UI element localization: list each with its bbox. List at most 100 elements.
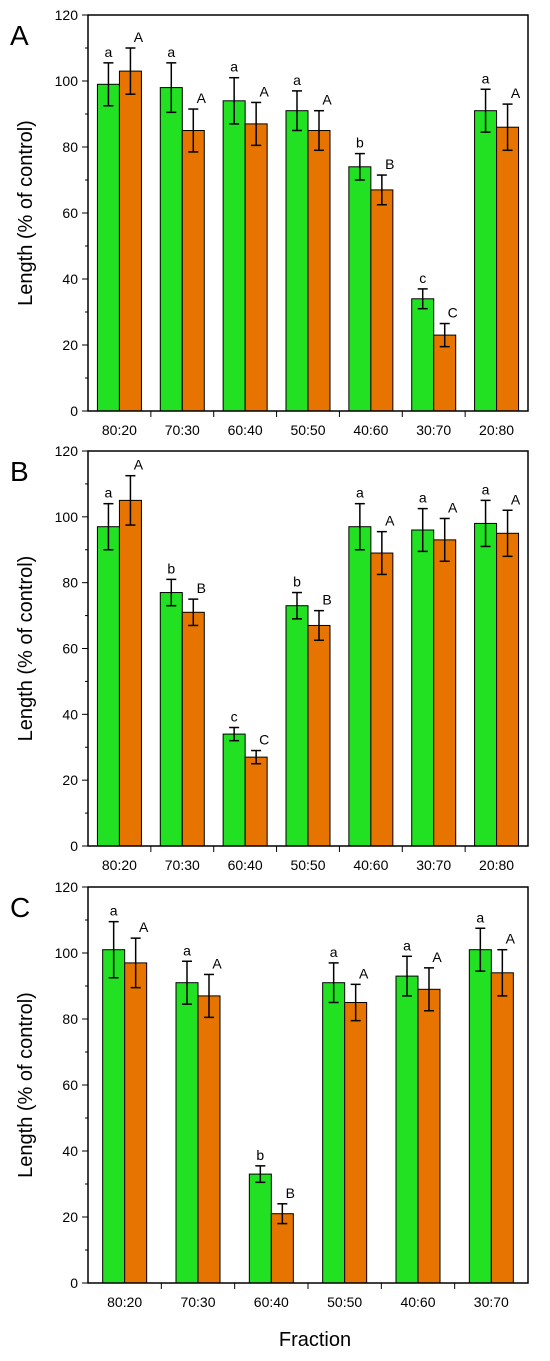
y-tick-label: 60 [62, 641, 78, 657]
bar-green [175, 982, 199, 1284]
significance-label: a [167, 44, 175, 60]
y-tick-label: 120 [55, 7, 79, 23]
y-tick-label: 80 [62, 1011, 78, 1027]
bar-orange [244, 756, 268, 847]
y-axis-label: Length (% of control) [15, 556, 37, 742]
bar-green [159, 87, 183, 412]
significance-label: c [419, 270, 426, 286]
significance-label: C [259, 732, 269, 748]
significance-label: A [511, 491, 521, 507]
bar-green [285, 605, 309, 847]
significance-label: a [330, 944, 338, 960]
significance-label: a [482, 481, 490, 497]
significance-label: a [110, 903, 118, 919]
x-tick-label: 30:70 [416, 422, 451, 438]
bar-green [411, 298, 435, 412]
bar-green [96, 526, 120, 847]
y-tick-label: 40 [62, 271, 78, 287]
significance-label: b [356, 135, 364, 151]
significance-label: A [385, 513, 395, 529]
x-tick-label: 70:30 [180, 1294, 215, 1310]
x-tick-label: 40:60 [400, 1294, 435, 1310]
y-tick-label: 120 [55, 879, 79, 895]
y-tick-label: 0 [70, 1275, 78, 1291]
bar-green [468, 949, 492, 1284]
significance-label: A [259, 83, 269, 99]
bar-green [348, 166, 372, 412]
y-tick-label: 0 [70, 838, 78, 854]
significance-label: a [105, 485, 113, 501]
significance-label: A [432, 949, 442, 965]
bar-green [285, 110, 309, 412]
significance-label: C [448, 305, 458, 321]
bar-green [395, 975, 419, 1284]
significance-label: a [105, 44, 113, 60]
significance-label: a [476, 909, 484, 925]
chart-panel-a: A Length (% of control) 0 20 40 60 80 100 120 a A 8… [10, 7, 529, 438]
plot-frame [87, 14, 529, 412]
bar-orange [307, 130, 331, 412]
y-tick-label: 120 [55, 443, 79, 459]
x-tick-label: 20:80 [479, 857, 514, 873]
significance-label: b [293, 574, 301, 590]
x-tick-label: 80:20 [107, 1294, 142, 1310]
bar-green [474, 522, 498, 847]
bar-orange [370, 189, 394, 412]
bar-orange [433, 539, 457, 847]
x-tick-label: 20:80 [479, 422, 514, 438]
significance-label: A [322, 92, 332, 108]
bar-green [322, 982, 346, 1284]
significance-label: A [134, 29, 144, 45]
y-tick-label: 100 [55, 73, 79, 89]
x-tick-label: 50:50 [327, 1294, 362, 1310]
bar-green [474, 110, 498, 412]
significance-label: B [385, 156, 394, 172]
significance-label: B [286, 1185, 295, 1201]
significance-label: A [197, 90, 207, 106]
significance-label: b [256, 1147, 264, 1163]
significance-label: A [448, 499, 458, 515]
bar-orange [496, 126, 520, 412]
significance-label: c [231, 709, 238, 725]
chart-panel-c: C Length (% of control) 0 20 40 60 80 100 120 a A 8… [10, 879, 529, 1310]
bar-orange [417, 988, 441, 1284]
significance-label: a [419, 490, 427, 506]
bar-orange [181, 611, 205, 847]
chart-panels: A Length (% of control) 0 20 40 60 80 100 120 a A 8… [10, 7, 529, 1310]
y-tick-label: 40 [62, 1143, 78, 1159]
bar-orange [307, 624, 331, 847]
bar-orange [344, 1002, 368, 1284]
bar-orange [244, 123, 268, 412]
y-tick-label: 80 [62, 139, 78, 155]
significance-label: A [359, 965, 369, 981]
panel-label: C [10, 892, 30, 923]
x-tick-label: 70:30 [165, 422, 200, 438]
x-tick-label: 60:40 [228, 857, 263, 873]
bar-green [222, 733, 246, 847]
significance-label: a [482, 70, 490, 86]
bar-green [411, 529, 435, 847]
significance-label: a [403, 937, 411, 953]
y-axis-label: Length (% of control) [15, 120, 37, 306]
bar-orange [118, 499, 142, 847]
bar-orange [197, 995, 221, 1284]
significance-label: a [230, 59, 238, 75]
y-tick-label: 100 [55, 509, 79, 525]
x-axis-label: Fraction [279, 1329, 351, 1351]
bar-orange [370, 552, 394, 847]
plot-frame [87, 886, 529, 1284]
y-axis-label: Length (% of control) [15, 992, 37, 1178]
x-tick-label: 60:40 [254, 1294, 289, 1310]
bar-green [348, 526, 372, 847]
significance-label: A [511, 85, 521, 101]
chart-panel-b: B Length (% of control) 0 20 40 60 80 100 120 a A 8… [10, 443, 529, 873]
y-tick-label: 0 [70, 403, 78, 419]
bar-orange [496, 532, 520, 847]
bar-orange [490, 972, 514, 1284]
significance-label: a [183, 942, 191, 958]
y-tick-label: 40 [62, 706, 78, 722]
significance-label: a [356, 485, 364, 501]
bar-green [102, 949, 126, 1284]
y-tick-label: 100 [55, 945, 79, 961]
significance-label: B [322, 592, 331, 608]
